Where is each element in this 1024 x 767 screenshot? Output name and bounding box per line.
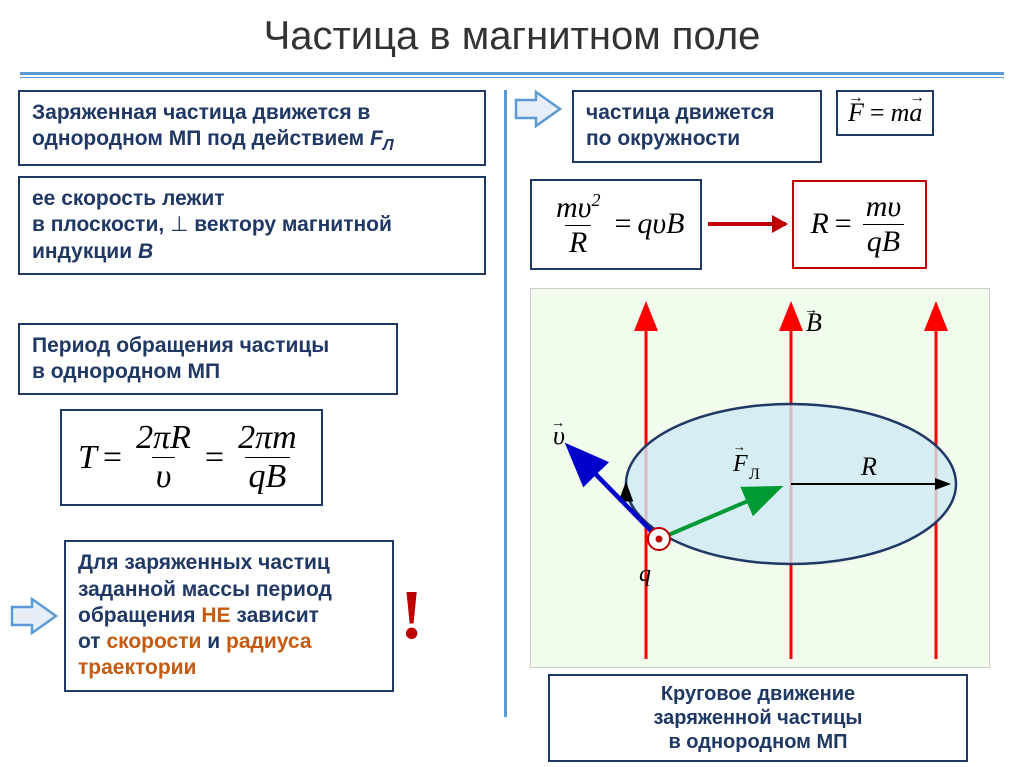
m-symbol: m [891,98,910,128]
svg-text:Л: Л [749,466,760,483]
t-symbol: T [78,439,97,477]
perp-symbol: ⊥ [170,213,188,236]
text: Период обращения частицы [32,334,329,357]
a-vec: a [909,98,922,128]
page-title: Частица в магнитном поле [0,0,1024,67]
arrow-icon [10,597,58,635]
text: заряженной частицы [653,707,862,729]
frac: mυ qB [862,192,905,257]
text: обращения [78,604,201,627]
arrow-icon [514,90,562,128]
force-subscript: Л [383,137,394,154]
diagram-caption: Круговое движение заряженной частицы в о… [548,674,968,762]
text: зависит [231,604,319,627]
exclamation-icon: ! [400,576,423,656]
text: ее скорость лежит [32,187,225,210]
radius-formula: R = mυ qB [792,180,927,269]
main-layout: Заряженная частица движется в однородном… [10,90,1014,757]
text: Круговое движение [661,683,855,705]
text: в однородном МП [668,731,847,753]
text: по окружности [586,127,740,150]
equals: = [835,207,852,241]
period-formula: T = 2πR υ = 2πm qB [60,409,486,506]
right-column: частица движется по окружности F = ma mυ… [500,90,1014,757]
text: Для заряженных частиц [78,551,330,574]
box-period-independence: Для заряженных частиц заданной массы пер… [64,540,394,691]
text: частица движется [586,101,775,124]
text: в плоскости, [32,213,170,236]
motion-diagram: B → υ → F Л → R q [530,288,990,668]
box-charged-particle: Заряженная частица движется в однородном… [18,90,486,166]
newton-formula: F = ma [836,90,934,136]
svg-text:→: → [804,301,818,317]
text: от [78,630,106,653]
frac: mυ2 R [552,191,604,258]
left-column: Заряженная частица движется в однородном… [10,90,500,757]
f-vec: F [848,98,864,128]
frac-1: 2πR υ [132,421,195,494]
force-symbol: F [370,127,383,150]
box-circle-motion: частица движется по окружности [572,90,822,163]
svg-text:→: → [733,439,746,454]
radius-highlight: радиуса [226,630,312,653]
text: Заряженная частица движется в однородном… [32,101,370,150]
svg-text:R: R [860,452,877,481]
text: траектории [78,656,196,679]
text: и [201,630,226,653]
svg-text:F: F [732,451,748,477]
right-top-row: частица движется по окружности F = ma [514,90,1014,163]
centripetal-formula: mυ2 R = qυB [530,179,702,270]
text: в однородном МП [32,360,220,383]
text: заданной массы период [78,578,332,601]
title-underline [20,72,1004,75]
equals: = [614,207,631,241]
equals: = [870,98,885,128]
r-symbol: R [810,207,828,241]
svg-text:→: → [551,414,565,430]
ne-highlight: НЕ [201,604,230,627]
rhs: qυB [637,207,684,241]
b-symbol: B [138,240,153,263]
speed-highlight: скорости [106,630,201,653]
box-period-label: Период обращения частицы в однородном МП [18,323,398,396]
equals: = [205,439,224,477]
box-velocity-plane: ее скорость лежит в плоскости, ⊥ вектору… [18,176,486,275]
svg-text:q: q [639,561,651,587]
equals: = [103,439,122,477]
frac-2: 2πm qB [234,421,301,494]
red-arrow [708,222,786,226]
